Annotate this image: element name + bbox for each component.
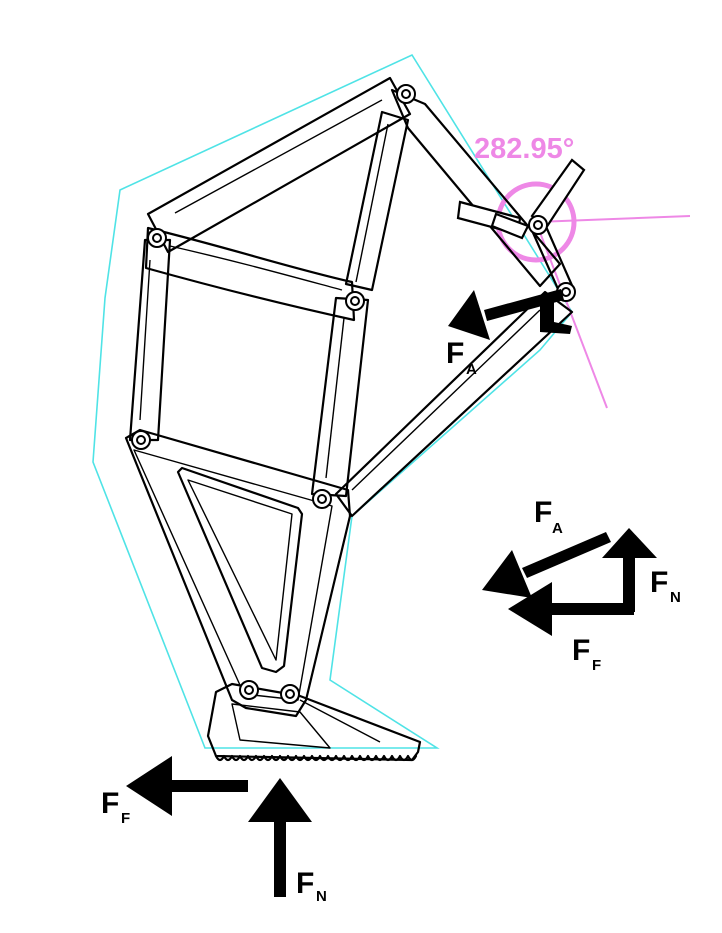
svg-text:F: F — [592, 657, 601, 674]
angle-reference-line — [535, 215, 691, 223]
angle-leg-line — [535, 221, 608, 409]
vector-normal-label: F N — [650, 566, 681, 606]
vector-normal-arrow — [602, 528, 657, 612]
upper-right-link — [390, 88, 562, 288]
friction-force-label: F F — [101, 787, 130, 827]
actuator-force-arrow — [448, 289, 572, 340]
svg-text:A: A — [466, 361, 477, 378]
svg-text:A: A — [552, 520, 563, 537]
vector-actuator-label: F A — [534, 496, 563, 537]
actuator-arm — [456, 158, 586, 300]
normal-force-label: F N — [296, 867, 327, 905]
svg-text:N: N — [316, 888, 327, 905]
inner-diagonal-link — [344, 110, 410, 292]
svg-text:F: F — [121, 810, 130, 827]
svg-text:F: F — [572, 634, 590, 667]
svg-text:N: N — [670, 589, 681, 606]
svg-text:F: F — [650, 566, 668, 599]
long-diagonal-link — [334, 290, 574, 518]
svg-text:F: F — [446, 337, 464, 370]
svg-text:F: F — [534, 496, 552, 529]
svg-text:F: F — [296, 867, 314, 900]
actuator-force-label: F A — [446, 337, 477, 378]
angle-label: 282.95° — [474, 133, 574, 165]
pins — [131, 84, 576, 704]
friction-force-arrow — [126, 756, 248, 816]
middle-link — [144, 226, 356, 322]
vector-actuator-arrow — [482, 532, 611, 598]
vector-friction-label: F F — [572, 634, 601, 674]
foot-tread — [214, 754, 418, 762]
left-vertical-link — [128, 238, 172, 442]
leg-linkage — [124, 76, 586, 762]
svg-text:F: F — [101, 787, 119, 820]
right-vertical-link — [310, 296, 370, 498]
normal-force-arrow — [248, 778, 312, 897]
shin-frame — [124, 428, 352, 718]
vector-diagram: F A F F F N — [482, 496, 681, 674]
vector-friction-arrow — [508, 582, 634, 636]
